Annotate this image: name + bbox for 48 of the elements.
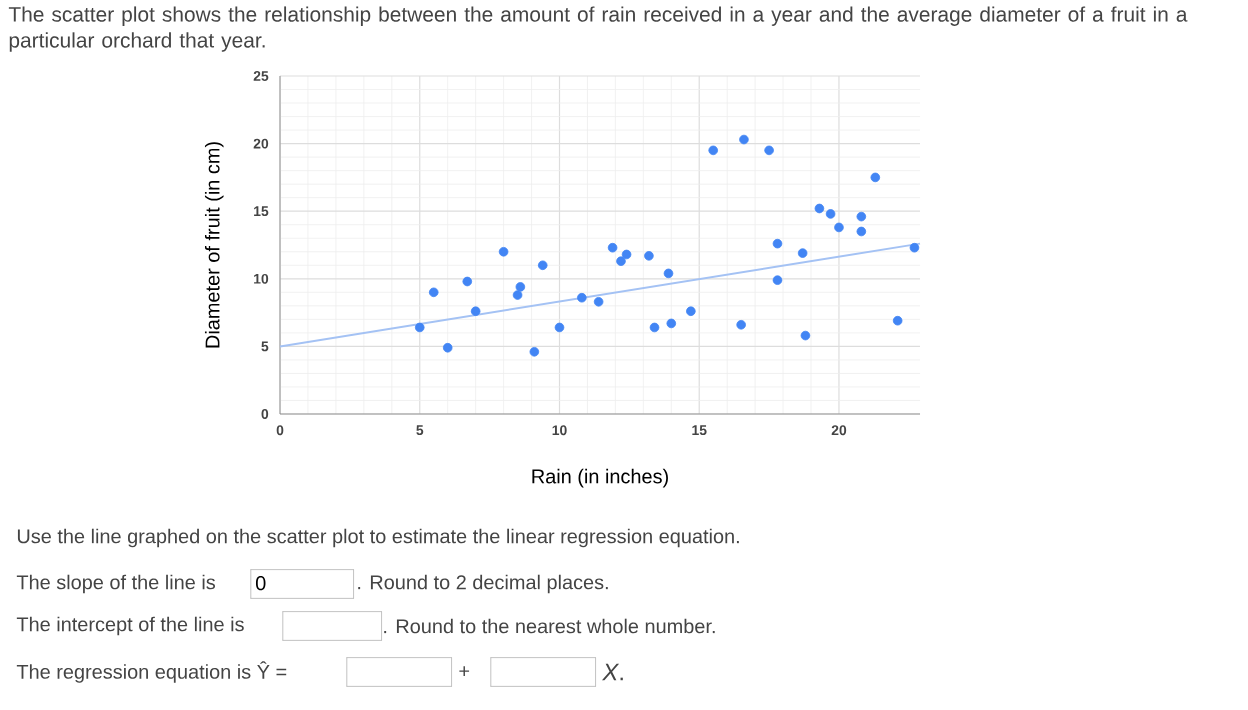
point: [428, 287, 439, 298]
point: [554, 322, 565, 333]
point: [666, 318, 677, 329]
point: [736, 319, 746, 330]
point: [515, 282, 526, 292]
point: [739, 134, 749, 145]
point: [621, 249, 632, 260]
point: [470, 306, 481, 317]
point: [870, 172, 881, 183]
point: [644, 251, 654, 261]
text: The regression equation is Ŷ =: [16, 661, 287, 683]
text: The intercept of the line is: [16, 616, 244, 636]
point: [814, 203, 825, 214]
point: [892, 315, 903, 326]
point: [909, 242, 920, 253]
chart-title: The scatter plot shows the relationship between the amount of rain received in a year and the average diameter of a fruit in a particular orchard that year.: [8, 6, 1188, 52]
point: [797, 248, 808, 258]
x-axis-title: Rain (in inches): [532, 468, 668, 488]
point: [498, 246, 509, 257]
point: [537, 260, 548, 271]
point: [529, 347, 540, 357]
point: [800, 330, 811, 341]
point: [856, 226, 867, 237]
point: [772, 238, 783, 249]
point: [663, 268, 674, 279]
point: [442, 342, 453, 353]
point: [834, 222, 844, 233]
point: [772, 275, 783, 285]
y-axis-title: Diameter of fruit (in cm): [204, 142, 224, 348]
point: [414, 322, 425, 333]
point: [764, 145, 774, 156]
text: . Round to 2 decimal places.: [358, 574, 608, 594]
point: [577, 292, 587, 303]
point: [593, 297, 604, 307]
text: . Round to the nearest whole number.: [384, 618, 715, 634]
text: Use the line graphed on the scatter plot to estimate the linear regression equation.: [17, 528, 739, 548]
text: The slope of the line is: [16, 574, 216, 594]
point: [708, 145, 718, 156]
point: [686, 306, 696, 317]
point: [649, 322, 660, 333]
point: [616, 256, 626, 266]
point: [856, 211, 867, 222]
text: X.: [601, 663, 623, 681]
point: [825, 209, 836, 219]
point: [462, 276, 473, 287]
point: [512, 290, 523, 300]
point: [607, 242, 618, 253]
text: +: [459, 666, 470, 676]
